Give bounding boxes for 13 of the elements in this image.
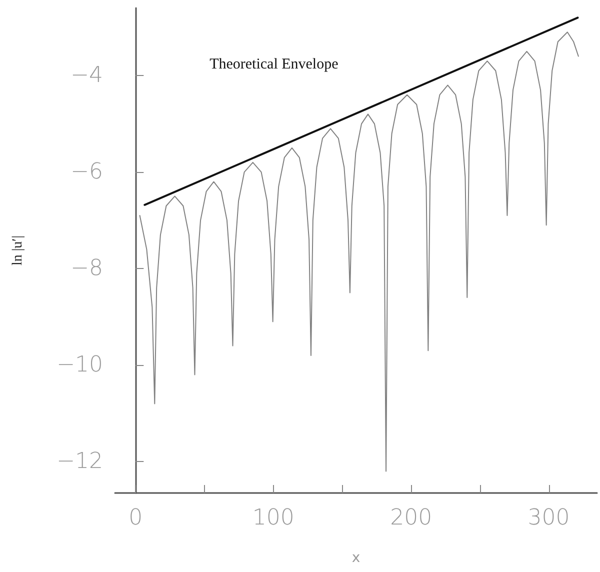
x-tick-label: 0 xyxy=(128,506,143,530)
y-tick-label: −4 xyxy=(70,63,103,88)
y-tick-label: −10 xyxy=(56,352,103,378)
y-tick-label: −6 xyxy=(70,160,103,185)
x-axis-title: x xyxy=(352,550,360,566)
x-tick-label: 200 xyxy=(390,506,432,530)
line-series xyxy=(139,32,579,472)
x-tick-label: 300 xyxy=(528,506,570,530)
y-tick-label: −12 xyxy=(56,449,103,474)
text: Theoretical Envelope xyxy=(210,56,339,72)
y-tick-label: −8 xyxy=(70,256,103,282)
x-tick-label: 100 xyxy=(252,506,294,530)
y-axis-title: ln |u′| xyxy=(10,235,26,266)
